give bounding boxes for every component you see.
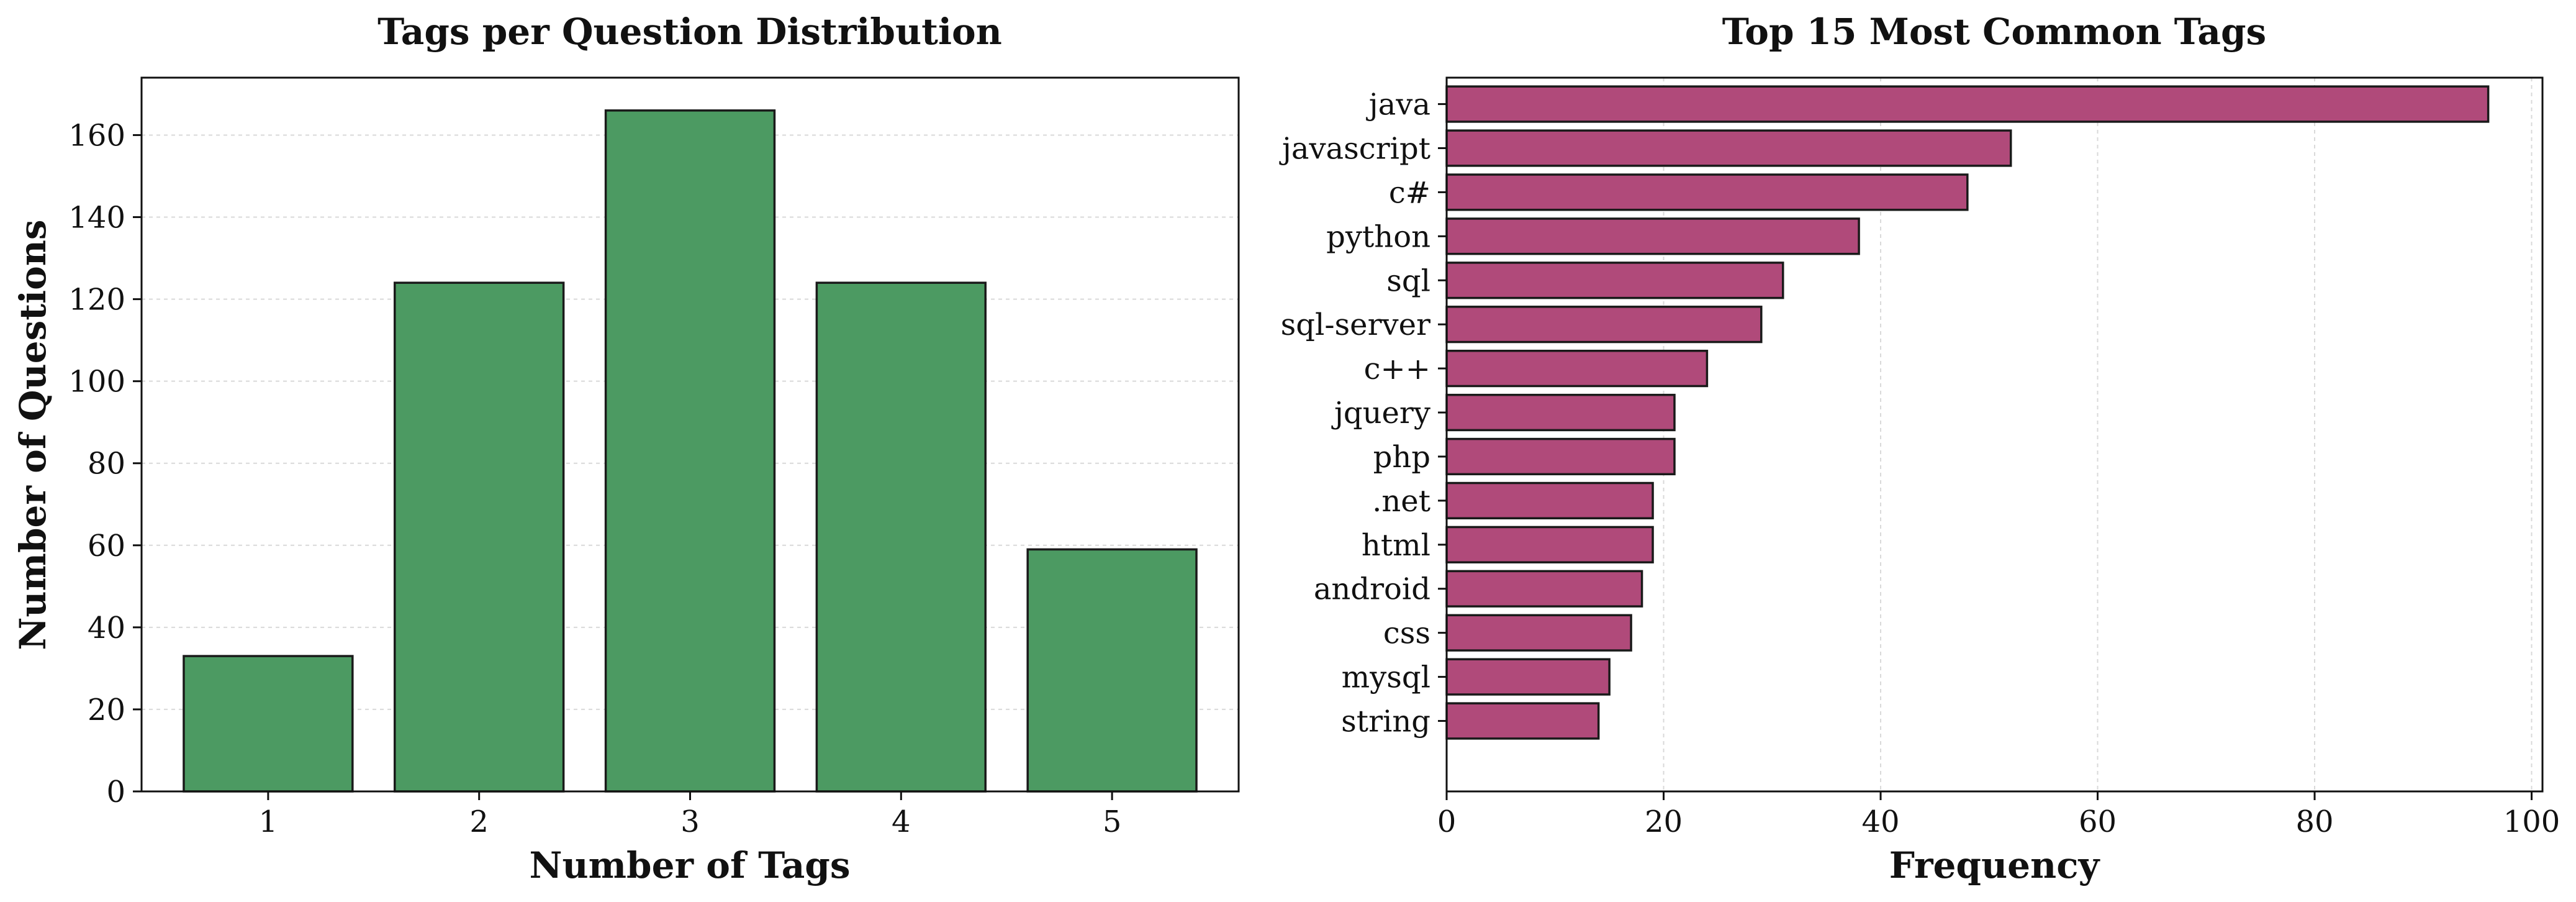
left-x-tick-label: 4 bbox=[892, 804, 911, 839]
right-bar bbox=[1445, 526, 1654, 563]
right-bar bbox=[1445, 658, 1611, 696]
right-x-tick-label: 40 bbox=[1861, 804, 1899, 839]
right-x-tick-label: 20 bbox=[1645, 804, 1683, 839]
right-y-tick-label: sql-server bbox=[1281, 308, 1430, 342]
right-bars bbox=[1445, 85, 2490, 740]
right-x-tick-label: 0 bbox=[1437, 804, 1457, 839]
right-y-tick-label: python bbox=[1326, 219, 1430, 254]
right-y-tick-label: sql bbox=[1386, 263, 1430, 298]
right-y-tick-label: c# bbox=[1389, 175, 1430, 210]
right-bar bbox=[1445, 481, 1654, 520]
top-tags-chart: 0 20 40 60 80 100 java javascript c# python sql sql… bbox=[1279, 11, 2560, 886]
right-x-tick-label: 80 bbox=[2295, 804, 2333, 839]
right-y-tick-label: javascript bbox=[1279, 131, 1430, 166]
right-bar bbox=[1445, 437, 1676, 476]
left-bar bbox=[183, 655, 354, 793]
left-y-tick-label: 100 bbox=[68, 365, 125, 399]
left-y-tick-label: 0 bbox=[106, 775, 125, 809]
right-chart-title: Top 15 Most Common Tags bbox=[1722, 11, 2266, 53]
left-y-tick-label: 160 bbox=[68, 118, 125, 153]
right-bar bbox=[1445, 570, 1643, 608]
tags-per-question-chart: 0 20 40 60 80 100 120 140 160 1 2 3 4 5 Tags per Ques… bbox=[12, 11, 1240, 886]
right-y-tick-label: string bbox=[1341, 704, 1430, 739]
right-x-tick-label: 100 bbox=[2503, 804, 2560, 839]
right-y-tick-label: c++ bbox=[1364, 352, 1430, 386]
left-x-tick-label: 3 bbox=[680, 804, 700, 839]
right-y-tick-label: html bbox=[1362, 528, 1430, 563]
right-y-tick-label: jquery bbox=[1331, 396, 1430, 430]
right-bar bbox=[1445, 85, 2490, 123]
right-bar bbox=[1445, 129, 2012, 167]
left-y-tick-label: 80 bbox=[88, 447, 125, 481]
left-x-tick-label: 5 bbox=[1103, 804, 1122, 839]
right-bar bbox=[1445, 702, 1600, 740]
left-y-tick-label: 40 bbox=[88, 611, 125, 645]
left-bar bbox=[815, 281, 987, 793]
left-x-tick-label: 2 bbox=[469, 804, 489, 839]
left-bar bbox=[604, 109, 776, 793]
right-y-tick-label: android bbox=[1314, 572, 1430, 607]
left-y-tick-label: 20 bbox=[88, 693, 125, 727]
left-x-tick-label: 1 bbox=[259, 804, 278, 839]
right-bar bbox=[1445, 217, 1860, 255]
right-plot-frame bbox=[1445, 76, 2544, 793]
right-bar bbox=[1445, 262, 1784, 299]
right-bar bbox=[1445, 306, 1763, 344]
left-y-tick-label: 60 bbox=[88, 529, 125, 563]
right-y-tick-label: java bbox=[1366, 88, 1430, 122]
left-x-axis-label: Number of Tags bbox=[530, 844, 851, 886]
left-bar bbox=[394, 281, 565, 793]
right-bar bbox=[1445, 349, 1709, 388]
right-bar bbox=[1445, 614, 1632, 652]
left-y-tick-label: 140 bbox=[68, 201, 125, 235]
left-chart-title: Tags per Question Distribution bbox=[377, 11, 1002, 53]
right-x-tick-label: 60 bbox=[2079, 804, 2117, 839]
right-y-tick-label: php bbox=[1373, 440, 1430, 475]
left-y-tick-label: 120 bbox=[68, 283, 125, 317]
right-y-tick-label: css bbox=[1383, 616, 1430, 651]
right-bar bbox=[1445, 393, 1676, 432]
left-bars bbox=[183, 109, 1198, 793]
right-y-tick-label: mysql bbox=[1342, 660, 1430, 695]
left-ticks: 0 20 40 60 80 100 120 140 160 1 2 3 4 5 bbox=[68, 118, 1121, 839]
left-bar bbox=[1026, 548, 1198, 793]
right-y-tick-label: .net bbox=[1372, 484, 1430, 519]
left-y-axis-label: Number of Questions bbox=[12, 219, 54, 650]
right-ticks: 0 20 40 60 80 100 java javascript c# python sql sql… bbox=[1279, 88, 2560, 839]
right-bar bbox=[1445, 173, 1969, 211]
right-x-axis-label: Frequency bbox=[1889, 844, 2101, 886]
